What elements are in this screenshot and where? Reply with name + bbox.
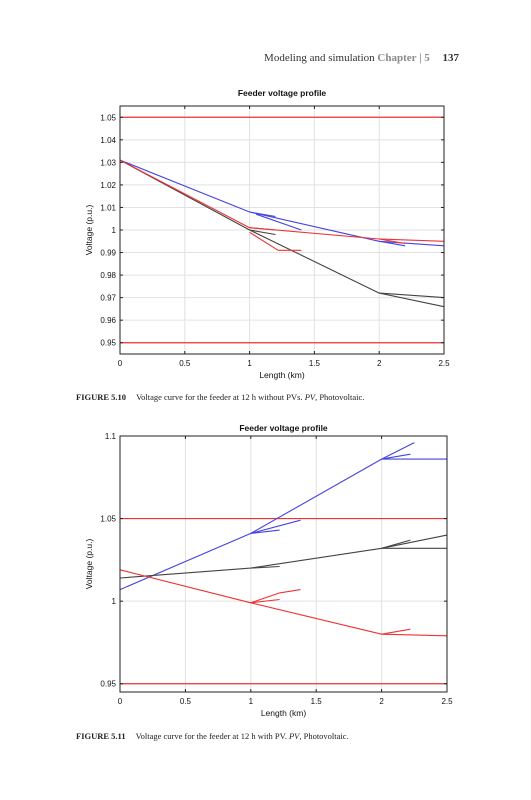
- fig510-x-tick-label: 1.5: [309, 359, 321, 368]
- fig510-series-7-red: [119, 159, 445, 242]
- fig511-y-tick-label: 1.05: [100, 515, 116, 524]
- fig510-x-tick-label: 0.5: [179, 359, 191, 368]
- fig511-x-tick-label: 2.5: [441, 697, 453, 706]
- figure-5-11-label: FIGURE 5.11: [76, 731, 126, 741]
- fig510-y-axis-label: Voltage (p.u.): [84, 205, 94, 256]
- fig511-series-12-red: [381, 628, 411, 635]
- figure-5-10-caption: FIGURE 5.10 Voltage curve for the feeder …: [76, 392, 364, 402]
- figure-5-10-caption-abbrev: PV: [304, 392, 316, 402]
- fig511-series-4-blue: [381, 453, 411, 460]
- fig510-series-4-black: [119, 159, 445, 308]
- fig510-y-tick-label: 1.03: [100, 158, 116, 167]
- figure-5-11-caption: FIGURE 5.11 Voltage curve for the feeder …: [76, 731, 349, 741]
- running-head-chapter: Chapter | 5: [377, 52, 430, 64]
- fig510-y-tick-label: 0.97: [100, 294, 116, 303]
- fig511-axes-frame: [119, 435, 448, 693]
- fig511-series-10-red: [250, 598, 280, 604]
- fig510-x-tick-label: 1: [247, 359, 252, 368]
- fig510-series-8-red: [249, 227, 276, 231]
- fig510-y-tick-label: 1.01: [100, 203, 116, 212]
- fig511-x-tick-label: 2: [379, 697, 384, 706]
- fig510-chart-title: Feeder voltage profile: [238, 88, 327, 98]
- fig511-series-8-black: [381, 539, 411, 549]
- fig511-series-2-blue: [250, 529, 280, 534]
- running-head-title: Modeling and simulation: [264, 52, 375, 64]
- fig511-series-6-black: [250, 565, 280, 569]
- fig510-y-tick-label: 0.96: [100, 316, 116, 325]
- figure-5-11-chart: 0 0.5 1 1.5 2 2.5 0.95 1 1.05 1.1 Feeder voltage p…: [84, 423, 453, 718]
- fig511-chart-title: Feeder voltage profile: [239, 423, 328, 433]
- figure-5-10-label: FIGURE 5.10: [76, 392, 127, 402]
- fig510-y-tick-label: 1: [112, 226, 117, 235]
- figure-5-10-chart: 0 0.5 1 1.5 2 2.5 0.95 0.96 0.97 0.98 0.99 1 1.01 1.0…: [84, 88, 450, 380]
- fig511-x-tick-label: 1.5: [311, 697, 323, 706]
- fig511-plot-area: [120, 436, 447, 692]
- fig511-y-tick-label: 1.1: [105, 432, 117, 441]
- fig511-series-1-blue: [250, 519, 301, 534]
- fig510-y-tick-label: 1.04: [100, 136, 116, 145]
- fig511-series-5-black: [119, 534, 448, 579]
- fig511-series-9-red: [119, 569, 448, 637]
- fig511-y-tick-label: 0.95: [100, 680, 116, 689]
- fig510-series-2-blue: [255, 213, 302, 231]
- fig510-y-tick-label: 0.95: [100, 339, 116, 348]
- fig510-series-0-blue: [119, 159, 445, 247]
- fig511-x-tick-label: 0.5: [180, 697, 192, 706]
- page-number: 137: [442, 52, 460, 64]
- fig510-y-tick-label: 0.98: [100, 271, 116, 280]
- figure-5-11-caption-tail: , Photovoltaic.: [299, 731, 349, 741]
- fig511-series-11-red: [250, 589, 301, 604]
- figure-5-10-caption-tail: , Photovoltaic.: [315, 392, 365, 402]
- fig510-x-axis-label: Length (km): [259, 370, 305, 380]
- fig511-series-0-blue: [119, 442, 415, 591]
- fig510-series-5-black: [249, 229, 276, 236]
- fig510-series-1-blue: [249, 211, 276, 218]
- fig510-x-tick-label: 2: [377, 359, 382, 368]
- fig510-y-tick-label: 1.02: [100, 181, 116, 190]
- fig511-y-axis-label: Voltage (p.u.): [84, 539, 94, 590]
- figure-5-10-caption-text: Voltage curve for the feeder at 12 h wit…: [136, 392, 303, 402]
- fig511-x-tick-label: 0: [118, 697, 123, 706]
- fig510-series-3-blue: [379, 240, 406, 247]
- fig510-x-tick-label: 0: [118, 359, 123, 368]
- fig510-y-tick-label: 0.99: [100, 249, 116, 258]
- fig510-series-6-black: [379, 292, 445, 299]
- figure-5-11-caption-abbrev: PV: [288, 731, 300, 741]
- fig510-series-9-red: [249, 231, 302, 251]
- fig510-y-tick-label: 1.05: [100, 113, 116, 122]
- fig511-x-tick-label: 1: [249, 697, 254, 706]
- running-head: Modeling and simulation Chapter | 5 137: [264, 52, 459, 64]
- figure-5-11-caption-text: Voltage curve for the feeder at 12 h wit…: [135, 731, 287, 741]
- fig511-y-tick-label: 1: [112, 597, 117, 606]
- fig510-x-tick-label: 2.5: [438, 359, 450, 368]
- fig511-x-axis-label: Length (km): [261, 708, 307, 718]
- fig510-series-10-red: [379, 238, 406, 245]
